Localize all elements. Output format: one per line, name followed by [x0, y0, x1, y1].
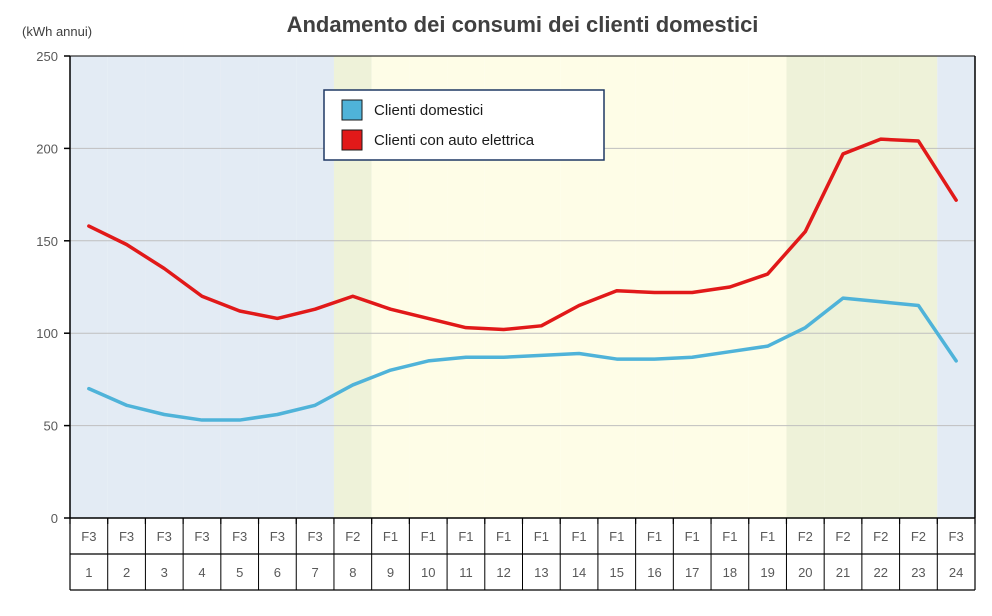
xlabel-row2: 21	[836, 565, 850, 580]
band-F2	[862, 56, 900, 518]
xlabel-row2: 23	[911, 565, 925, 580]
xlabel-row2: 6	[274, 565, 281, 580]
chart-container: 0 50 100 150 200 250 F3 F3 F3 F3 F3 F3 F3 F2 F1 F1 F1 F1 F…	[0, 0, 992, 616]
xlabel-row2: 9	[387, 565, 394, 580]
band-F1	[749, 56, 787, 518]
xlabel-row1: F1	[421, 529, 436, 544]
xlabel-row1: F1	[722, 529, 737, 544]
xlabel-row2: 2	[123, 565, 130, 580]
xlabel-row1: F2	[873, 529, 888, 544]
xlabel-row2: 3	[161, 565, 168, 580]
ytick-label: 200	[36, 141, 58, 156]
xlabel-row2: 19	[760, 565, 774, 580]
band-F3	[145, 56, 183, 518]
xlabel-row2: 24	[949, 565, 963, 580]
band-F3	[108, 56, 146, 518]
legend-box	[324, 90, 604, 160]
xlabel-row1: F1	[458, 529, 473, 544]
band-F2	[900, 56, 938, 518]
band-F3	[221, 56, 259, 518]
ytick-label: 150	[36, 234, 58, 249]
xlabel-row2: 20	[798, 565, 812, 580]
band-F2	[824, 56, 862, 518]
band-F3	[70, 56, 108, 518]
xlabel-row1: F2	[345, 529, 360, 544]
xlabel-row1: F3	[194, 529, 209, 544]
xlabel-row2: 15	[610, 565, 624, 580]
line-chart: 0 50 100 150 200 250 F3 F3 F3 F3 F3 F3 F3 F2 F1 F1 F1 F1 F…	[0, 0, 992, 616]
xlabel-row1: F1	[534, 529, 549, 544]
legend-swatch	[342, 130, 362, 150]
y-axis-label: (kWh annui)	[22, 24, 92, 39]
xlabel-row2: 10	[421, 565, 435, 580]
legend-label: Clienti domestici	[374, 102, 483, 119]
xlabel-row2: 13	[534, 565, 548, 580]
xlabel-row1: F1	[647, 529, 662, 544]
xlabel-row2: 8	[349, 565, 356, 580]
xlabel-row1: F1	[571, 529, 586, 544]
xlabel-row2: 22	[873, 565, 887, 580]
xlabel-row1: F1	[760, 529, 775, 544]
legend-label: Clienti con auto elettrica	[374, 132, 535, 149]
legend-swatch	[342, 100, 362, 120]
xlabel-row1: F2	[798, 529, 813, 544]
xlabel-row2: 11	[459, 565, 473, 580]
xlabel-row2: 16	[647, 565, 661, 580]
xlabel-row2: 14	[572, 565, 586, 580]
band-F2	[786, 56, 824, 518]
xlabel-row1: F1	[685, 529, 700, 544]
xlabel-row2: 17	[685, 565, 699, 580]
xlabel-row1: F3	[119, 529, 134, 544]
ytick-label: 250	[36, 49, 58, 64]
xlabel-row2: 7	[311, 565, 318, 580]
xlabel-row1: F3	[949, 529, 964, 544]
xlabel-row1: F1	[609, 529, 624, 544]
xlabel-row2: 5	[236, 565, 243, 580]
xlabel-row1: F2	[835, 529, 850, 544]
band-F1	[673, 56, 711, 518]
xlabel-row2: 4	[198, 565, 205, 580]
chart-title: Andamento dei consumi dei clienti domest…	[287, 12, 759, 37]
xlabel-row1: F3	[232, 529, 247, 544]
band-F3	[937, 56, 975, 518]
xlabel-row1: F3	[308, 529, 323, 544]
xlabel-row1: F1	[496, 529, 511, 544]
ytick-label: 100	[36, 326, 58, 341]
band-F3	[259, 56, 297, 518]
band-F1	[636, 56, 674, 518]
xlabel-row2: 1	[85, 565, 92, 580]
xlabel-row2: 18	[723, 565, 737, 580]
xlabel-row1: F3	[157, 529, 172, 544]
ytick-label: 0	[51, 511, 58, 526]
xlabel-row1: F2	[911, 529, 926, 544]
xlabel-row1: F3	[270, 529, 285, 544]
xlabel-row1: F1	[383, 529, 398, 544]
xlabel-row2: 12	[496, 565, 510, 580]
ytick-label: 50	[44, 419, 58, 434]
xlabel-row1: F3	[81, 529, 96, 544]
